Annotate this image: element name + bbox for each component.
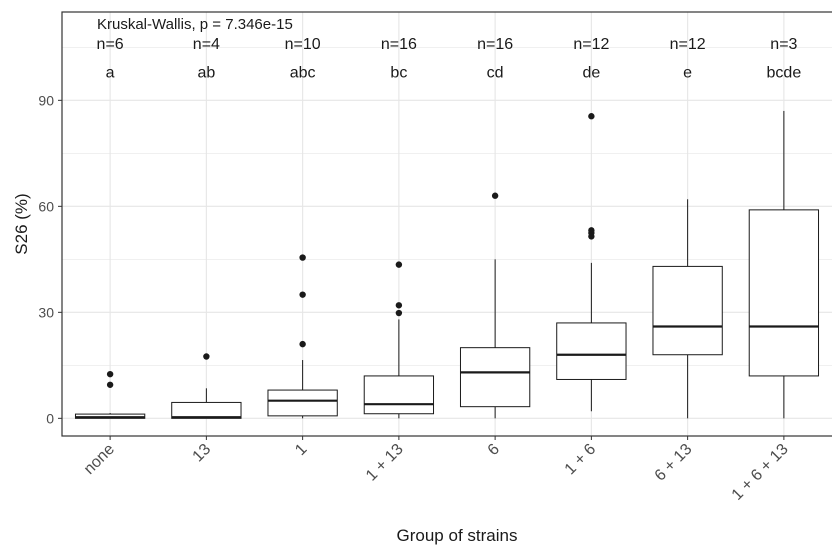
x-axis-title: Group of strains (397, 526, 518, 545)
n-label: n=16 (477, 36, 513, 53)
outlier-point (299, 254, 305, 260)
box-iqr (172, 402, 241, 418)
n-label: n=10 (285, 36, 321, 53)
annotation-layer: n=6 a n=4 ab n=10 abc n=16 bc n=16 cd n=12 de n=12 e n… (97, 36, 802, 81)
n-label: n=6 (97, 36, 124, 53)
x-tick-label: 1 (292, 441, 310, 459)
box-iqr (268, 390, 337, 416)
n-label: n=3 (770, 36, 797, 53)
x-tick-label: 1 + 13 (363, 441, 407, 485)
box-layer (75, 111, 818, 418)
significance-letter: e (683, 64, 692, 81)
n-label: n=12 (573, 36, 609, 53)
grid-layer (62, 12, 832, 436)
x-tick-label: 6 + 13 (652, 441, 696, 485)
x-axis: none 13 1 1 + 13 6 1 + 6 6 + 13 1 + 6 + 13 (81, 436, 792, 504)
box-group-7 (749, 111, 818, 418)
significance-letter: a (106, 64, 115, 81)
y-tick-label: 60 (38, 198, 54, 214)
n-label: n=4 (193, 36, 220, 53)
box-group-6 (653, 199, 722, 418)
significance-letter: abc (290, 64, 316, 81)
outlier-point (492, 193, 498, 199)
significance-letter: bc (390, 64, 407, 81)
outlier-point (588, 227, 594, 233)
x-tick-label: 1 + 6 + 13 (729, 441, 792, 504)
outlier-point (299, 341, 305, 347)
significance-letter: cd (487, 64, 504, 81)
significance-letter: de (582, 64, 600, 81)
outlier-point (107, 371, 113, 377)
box-iqr (749, 210, 818, 376)
y-axis-title: S26 (%) (12, 193, 31, 254)
outlier-point (396, 310, 402, 316)
kruskal-wallis-annotation: Kruskal-Wallis, p = 7.346e-15 (97, 16, 293, 33)
outlier-point (299, 291, 305, 297)
outlier-point (588, 113, 594, 119)
outlier-point (396, 302, 402, 308)
significance-letter: bcde (767, 64, 802, 81)
x-tick-label: 6 (485, 441, 503, 459)
outlier-point (396, 261, 402, 267)
outlier-point (203, 353, 209, 359)
n-label: n=12 (670, 36, 706, 53)
significance-letter: ab (197, 64, 215, 81)
outlier-point (107, 382, 113, 388)
n-label: n=16 (381, 36, 417, 53)
y-tick-label: 90 (38, 92, 54, 108)
x-tick-label: none (81, 441, 118, 478)
y-axis: 0 30 60 90 (38, 92, 62, 426)
x-tick-label: 1 + 6 (562, 441, 600, 479)
y-tick-label: 0 (46, 410, 54, 426)
box-iqr (557, 323, 626, 380)
panel-border (62, 12, 832, 436)
box-iqr (364, 376, 433, 414)
x-tick-label: 13 (190, 441, 215, 466)
box-iqr (460, 348, 529, 407)
box-iqr (653, 266, 722, 354)
y-tick-label: 30 (38, 304, 54, 320)
